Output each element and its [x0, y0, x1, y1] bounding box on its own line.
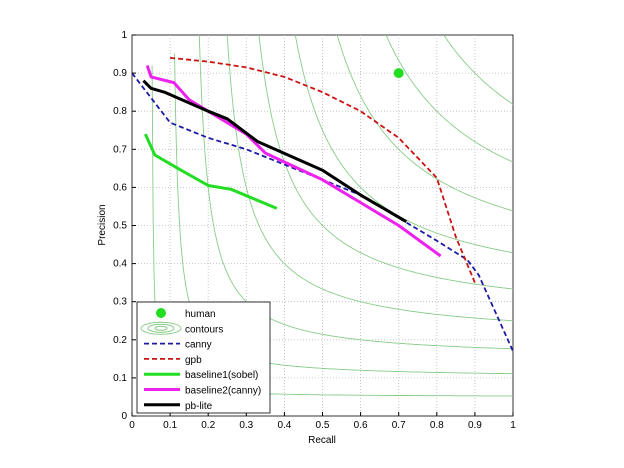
y-tick-label: 0.6: [113, 182, 127, 193]
legend: human contours canny gpb baseline1(sobel) bas…: [136, 301, 271, 414]
series-line-baseline1-sobel-: [143, 133, 278, 210]
contour-line: [336, 35, 513, 212]
legend-label: canny: [185, 340, 212, 351]
x-tick-label: 1: [510, 420, 516, 431]
y-tick-label: 1: [121, 30, 127, 41]
series-line-canny: [132, 72, 513, 352]
x-tick-label: 0.6: [354, 420, 368, 431]
x-tick-label: 0: [129, 420, 135, 431]
x-tick-label: 0.9: [468, 420, 482, 431]
contour-line: [443, 35, 513, 105]
x-tick-label: 0.4: [277, 420, 291, 431]
x-tick-label: 0.2: [201, 420, 215, 431]
y-tick-label: 0.4: [113, 259, 127, 270]
y-tick-label: 0.5: [113, 221, 127, 232]
grid: [132, 35, 513, 416]
x-tick-label: 0.5: [316, 420, 330, 431]
x-tick-label: 0.1: [163, 420, 177, 431]
legend-label: baseline2(canny): [185, 386, 261, 397]
x-axis-label: Recall: [308, 435, 336, 446]
legend-label: human: [185, 309, 216, 320]
series-line-pb-lite: [142, 79, 408, 223]
human-point: [393, 68, 404, 79]
contour-line: [226, 35, 513, 322]
y-tick-label: 0.8: [113, 106, 127, 117]
y-axis-label: Precision: [97, 204, 108, 245]
legend-marker-human: [156, 308, 166, 318]
series-line-gpb: [170, 56, 476, 283]
legend-label: baseline1(sobel): [185, 370, 258, 381]
x-tick-label: 0.3: [239, 420, 253, 431]
legend-marker-contours: [147, 323, 175, 333]
y-tick-label: 0: [121, 411, 127, 422]
x-tick-label: 0.7: [392, 420, 406, 431]
contour-line: [385, 35, 513, 163]
y-tick-label: 0.7: [113, 144, 127, 155]
legend-label: contours: [185, 324, 223, 335]
x-tick-label: 0.8: [430, 420, 444, 431]
series-lines: [132, 56, 513, 352]
legend-label: gpb: [185, 355, 202, 366]
y-tick-label: 0.9: [113, 68, 127, 79]
contour-line: [258, 35, 513, 290]
y-tick-label: 0.2: [113, 335, 127, 346]
legend-marker-contours: [154, 325, 168, 331]
legend-marker-contours: [140, 321, 182, 335]
axis-ticks: 0 0.1 0.2 0.3 0.4 0.5 0.6 0.7 0.8 0.9 1 0 0.1 0.2 0.3 0…: [113, 30, 516, 431]
y-tick-label: 0.3: [113, 297, 127, 308]
y-tick-label: 0.1: [113, 373, 127, 384]
legend-label: pb-lite: [185, 401, 213, 412]
